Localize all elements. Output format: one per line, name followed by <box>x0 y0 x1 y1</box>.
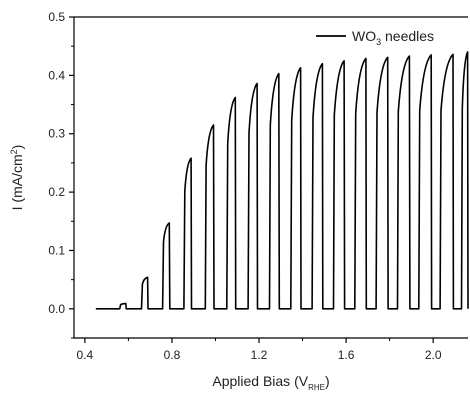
legend-label-main: WO <box>352 28 376 44</box>
x-axis-title-sub: RHE <box>308 383 325 392</box>
y-axis-title-main: I (mA/cm <box>9 154 25 210</box>
x-tick-label: 0.8 <box>164 348 181 362</box>
y-tick-label: 0.3 <box>48 127 65 141</box>
y-tick-label: 0.2 <box>48 185 65 199</box>
y-axis-title-end: ) <box>9 145 25 150</box>
y-axis-title-sup: 2 <box>9 149 19 154</box>
x-axis-title-main: Applied Bias (V <box>212 373 308 389</box>
legend-label: WO3 needles <box>352 28 434 47</box>
x-tick-label: 2.0 <box>425 348 442 362</box>
y-tick-label: 0.0 <box>48 302 65 316</box>
legend-label-sub: 3 <box>376 37 381 47</box>
x-tick-label: 1.6 <box>338 348 355 362</box>
y-tick-label: 0.1 <box>48 243 65 257</box>
x-tick-label: 0.4 <box>77 348 94 362</box>
legend: WO3 needles <box>316 28 434 47</box>
y-tick-label: 0.5 <box>48 10 65 24</box>
legend-label-end: needles <box>381 28 434 44</box>
x-axis-title: Applied Bias (VRHE) <box>212 373 329 392</box>
x-axis-title-end: ) <box>325 373 330 389</box>
y-axis-title: I (mA/cm2) <box>9 145 25 211</box>
plot-area <box>95 51 469 310</box>
x-ticks: 0.4 0.8 1.2 1.6 2.0 <box>77 338 442 362</box>
x-tick-label: 1.2 <box>251 348 268 362</box>
series-line <box>95 51 469 310</box>
y-ticks: 0.0 0.1 0.2 0.3 0.4 0.5 <box>48 10 74 339</box>
y-tick-label: 0.4 <box>48 68 65 82</box>
